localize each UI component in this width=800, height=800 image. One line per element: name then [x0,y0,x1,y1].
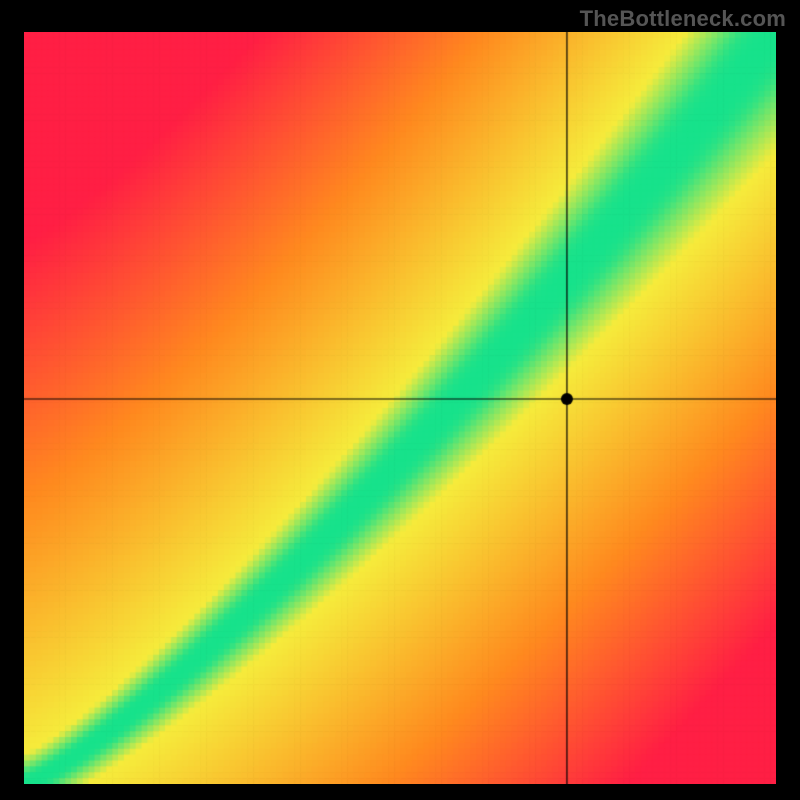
watermark-text: TheBottleneck.com [580,6,786,32]
bottleneck-heatmap [24,32,776,784]
